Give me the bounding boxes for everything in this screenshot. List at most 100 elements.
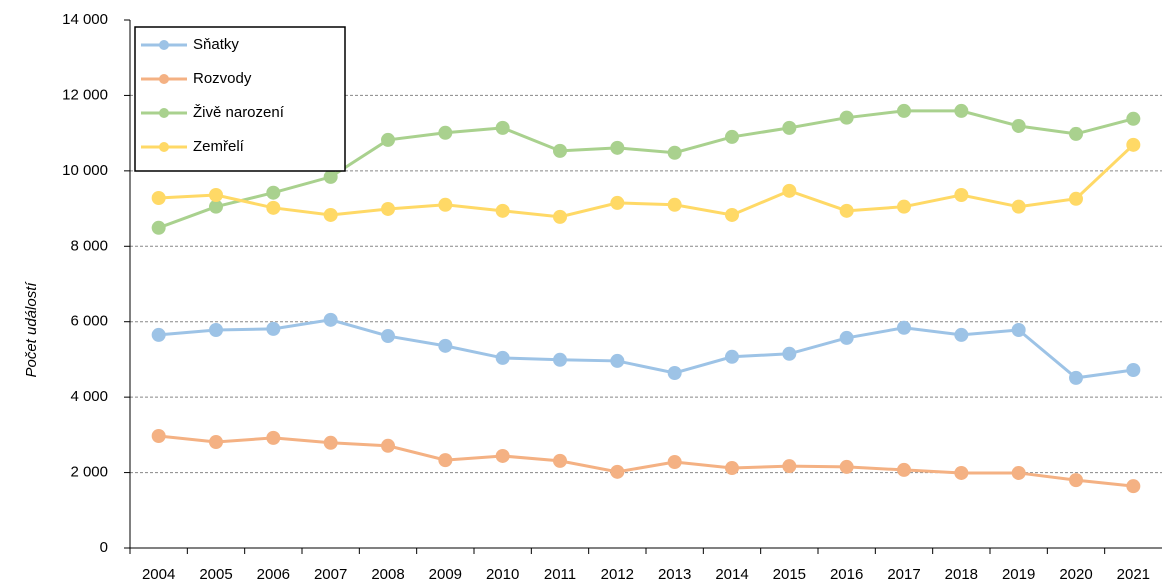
data-point — [381, 438, 395, 453]
data-point — [209, 187, 223, 202]
data-point — [495, 203, 510, 218]
x-tick-label: 2020 — [1059, 566, 1092, 582]
data-point — [151, 428, 166, 443]
y-tick-label: 2 000 — [70, 464, 108, 481]
data-point — [323, 435, 338, 450]
data-point — [381, 132, 395, 147]
data-point — [209, 199, 223, 214]
legend-marker — [159, 108, 169, 118]
x-tick-label: 2016 — [830, 566, 863, 582]
data-point — [209, 435, 223, 450]
data-point — [553, 209, 567, 224]
y-tick-label: 14 000 — [62, 11, 108, 28]
data-point — [839, 110, 854, 125]
data-point — [323, 169, 338, 184]
y-tick-label: 8 000 — [70, 237, 108, 254]
legend-marker — [159, 40, 169, 50]
data-point — [266, 321, 281, 336]
data-point — [1069, 473, 1083, 488]
data-point — [667, 145, 682, 160]
data-point — [667, 197, 682, 212]
y-tick-label: 12 000 — [62, 86, 108, 103]
x-tick-label: 2018 — [945, 566, 978, 582]
data-point — [1126, 362, 1141, 377]
data-point — [897, 199, 911, 214]
x-tick-label: 2011 — [544, 566, 576, 582]
data-point — [1069, 370, 1083, 385]
series-line — [158, 143, 1135, 219]
data-point — [438, 197, 453, 212]
data-point — [381, 201, 395, 216]
data-point — [266, 200, 281, 215]
data-point — [209, 323, 223, 338]
data-point — [1069, 126, 1083, 141]
data-point — [381, 329, 395, 344]
data-point — [1011, 118, 1026, 133]
data-point — [495, 448, 510, 463]
data-point — [495, 120, 510, 135]
legend-label: Rozvody — [193, 70, 252, 87]
y-tick-label: 0 — [100, 539, 108, 556]
legend-marker — [159, 142, 169, 152]
data-point — [438, 453, 453, 468]
data-point — [610, 140, 625, 155]
data-point — [1126, 137, 1141, 152]
series-line — [158, 109, 1134, 230]
series-line — [158, 318, 1134, 380]
y-axis-label: Počet událostí — [23, 281, 40, 378]
x-tick-label: 2013 — [658, 566, 691, 582]
data-point — [438, 338, 453, 353]
data-point — [495, 350, 510, 365]
data-point — [782, 120, 797, 135]
data-point — [1069, 191, 1083, 206]
x-tick-label: 2007 — [314, 566, 347, 582]
x-tick-label: 2006 — [257, 566, 290, 582]
data-point — [667, 455, 682, 470]
y-tick-label: 4 000 — [70, 388, 108, 405]
x-tick-label: 2009 — [429, 566, 462, 582]
data-point — [667, 366, 682, 381]
x-tick-label: 2015 — [773, 566, 806, 582]
data-point — [151, 220, 166, 235]
data-point — [151, 327, 166, 342]
data-point — [839, 203, 854, 218]
data-point — [1126, 479, 1141, 494]
data-point — [1011, 199, 1026, 214]
data-point — [610, 464, 625, 479]
data-point — [553, 143, 567, 158]
data-point — [782, 459, 797, 474]
legend-label: Sňatky — [193, 36, 239, 53]
data-point — [553, 453, 567, 468]
data-point — [954, 327, 969, 342]
x-tick-label: 2004 — [142, 566, 175, 582]
data-point — [610, 353, 625, 368]
data-point — [266, 430, 281, 445]
data-point — [610, 195, 625, 210]
data-point — [839, 459, 854, 474]
series-line — [158, 434, 1134, 488]
data-point — [954, 103, 969, 118]
data-point — [954, 465, 969, 480]
data-point — [839, 330, 854, 345]
data-point — [1011, 465, 1026, 480]
data-point — [323, 312, 338, 327]
x-tick-label: 2021 — [1117, 566, 1150, 582]
data-point — [897, 103, 911, 118]
data-point — [151, 191, 166, 206]
data-point — [897, 320, 911, 335]
legend-label: Zemřelí — [193, 138, 245, 155]
x-tick-label: 2017 — [887, 566, 920, 582]
y-tick-label: 6 000 — [70, 313, 108, 330]
data-point — [1126, 111, 1141, 126]
data-point — [725, 349, 739, 364]
x-tick-label: 2014 — [715, 566, 748, 582]
x-tick-label: 2012 — [601, 566, 634, 582]
data-point — [1011, 323, 1026, 338]
x-tick-label: 2008 — [371, 566, 404, 582]
data-point — [553, 352, 567, 367]
data-point — [725, 129, 739, 144]
data-point — [897, 462, 911, 477]
x-tick-label: 2019 — [1002, 566, 1035, 582]
data-point — [438, 125, 453, 140]
